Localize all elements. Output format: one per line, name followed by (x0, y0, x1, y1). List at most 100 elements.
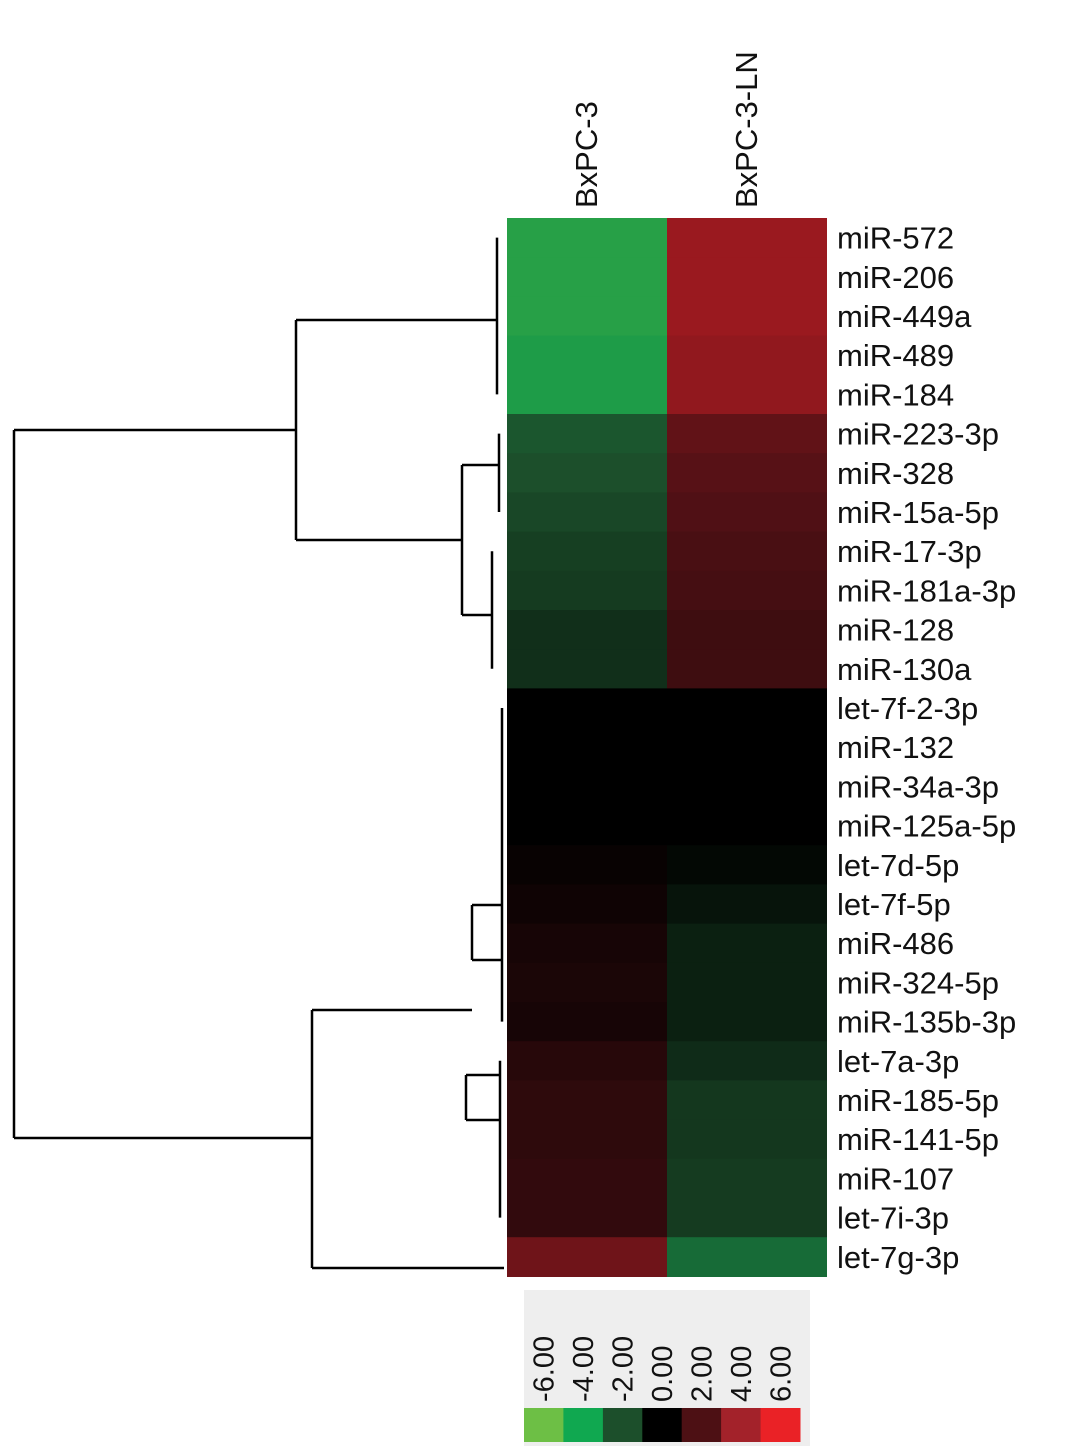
heatmap-cell (507, 218, 667, 258)
heatmap-cell (507, 923, 667, 964)
heatmap-cell (507, 610, 667, 650)
legend-tick-label: -6.00 (529, 1336, 561, 1402)
heatmap-cell (507, 1041, 667, 1081)
heatmap-cell (667, 1002, 827, 1042)
legend-swatch (524, 1408, 564, 1442)
row-label: miR-181a-3p (837, 573, 1016, 608)
heatmap-cell (667, 1080, 827, 1121)
row-label: miR-15a-5p (837, 495, 999, 530)
heatmap-cell (507, 374, 667, 415)
heatmap-cell (667, 806, 827, 846)
legend-swatch (681, 1408, 722, 1442)
heatmap-cell (507, 1198, 667, 1238)
heatmap-cell (507, 414, 667, 454)
heatmap-cell (667, 884, 827, 925)
row-label: miR-489 (837, 338, 954, 373)
heatmap-cell (667, 766, 827, 807)
row-label: miR-107 (837, 1161, 954, 1196)
row-label: miR-130a (837, 652, 972, 687)
heatmap-cell (667, 1158, 827, 1199)
heatmap-cell (507, 1080, 667, 1121)
row-label: let-7a-3p (837, 1044, 959, 1079)
row-dendrogram (12, 237, 504, 1270)
legend-tick-label: 2.00 (686, 1346, 718, 1402)
row-label: miR-132 (837, 730, 954, 765)
heatmap-cell (507, 1119, 667, 1160)
heatmap-cell (507, 688, 667, 729)
column-label: BxPC-3-LN (729, 51, 764, 208)
row-label: miR-206 (837, 260, 954, 295)
heatmap-cells (507, 218, 827, 1277)
heatmap-cell (507, 845, 667, 885)
row-label: let-7f-2-3p (837, 691, 978, 726)
legend-swatch (563, 1408, 604, 1442)
legend-tick-label: -4.00 (568, 1336, 600, 1402)
heatmap-cell (667, 218, 827, 258)
heatmap-cell (667, 962, 827, 1003)
row-label: miR-185-5p (837, 1083, 999, 1118)
legend-swatch (642, 1408, 683, 1442)
color-scale-legend: -6.00 -4.00 -2.00 0.00 2.00 4.00 6.00 (524, 1290, 810, 1446)
heatmap-cell (667, 296, 827, 337)
row-label: miR-223-3p (837, 417, 999, 452)
heatmap-cell (667, 610, 827, 650)
legend-swatch (602, 1408, 643, 1442)
heatmap-cell (667, 727, 827, 768)
row-labels: miR-572 miR-206 miR-449a miR-489 miR-184 miR-… (837, 221, 1016, 1275)
heatmap-cell (507, 257, 667, 297)
heatmap-cell (667, 570, 827, 611)
heatmap-cell (667, 923, 827, 964)
heatmap-cell (667, 414, 827, 454)
row-label: miR-141-5p (837, 1122, 999, 1157)
legend-tick-label: -2.00 (608, 1336, 640, 1402)
heatmap-cell (667, 1198, 827, 1238)
row-label: let-7f-5p (837, 887, 951, 922)
heatmap-cell (667, 845, 827, 885)
row-label: miR-125a-5p (837, 809, 1016, 844)
heatmap-cell (667, 374, 827, 415)
row-label: let-7i-3p (837, 1201, 949, 1236)
heatmap-cell (507, 806, 667, 846)
legend-tick-label: 0.00 (647, 1346, 679, 1402)
heatmap-cell (667, 649, 827, 689)
heatmap-cell (667, 492, 827, 533)
heatmap-cell (507, 649, 667, 689)
heatmap-cell (507, 570, 667, 611)
heatmap-cell (507, 766, 667, 807)
column-labels: BxPC-3 BxPC-3-LN (569, 51, 764, 208)
heatmap-cell (667, 688, 827, 729)
heatmap-cell (667, 1041, 827, 1081)
row-label: miR-128 (837, 613, 954, 648)
row-label: miR-324-5p (837, 965, 999, 1000)
row-label: miR-17-3p (837, 534, 982, 569)
heatmap-cell (667, 531, 827, 572)
row-label: let-7d-5p (837, 848, 959, 883)
heatmap-cell (667, 257, 827, 297)
heatmap-cell (667, 1119, 827, 1160)
row-label: let-7g-3p (837, 1240, 959, 1275)
row-label: miR-572 (837, 221, 954, 256)
row-label: miR-449a (837, 299, 972, 334)
heatmap-cell (507, 727, 667, 768)
heatmap-cell (507, 531, 667, 572)
heatmap-cell (667, 335, 827, 376)
legend-tick-label: 6.00 (765, 1346, 797, 1402)
row-label: miR-486 (837, 926, 954, 961)
legend-tick-label: 4.00 (726, 1346, 758, 1402)
heatmap-cell (507, 335, 667, 376)
heatmap-cell (507, 884, 667, 925)
heatmap-cell (507, 492, 667, 533)
heatmap-cell (667, 1237, 827, 1277)
heatmap-cell (507, 296, 667, 337)
legend-swatch (721, 1408, 761, 1442)
row-label: miR-184 (837, 377, 954, 412)
heatmap-cell (507, 453, 667, 493)
column-label: BxPC-3 (569, 101, 604, 208)
row-label: miR-135b-3p (837, 1005, 1016, 1040)
row-label: miR-328 (837, 456, 954, 491)
heatmap-cell (507, 1002, 667, 1042)
heatmap-cell (507, 1158, 667, 1199)
legend-swatch (760, 1408, 801, 1442)
heatmap-cell (507, 1237, 667, 1277)
